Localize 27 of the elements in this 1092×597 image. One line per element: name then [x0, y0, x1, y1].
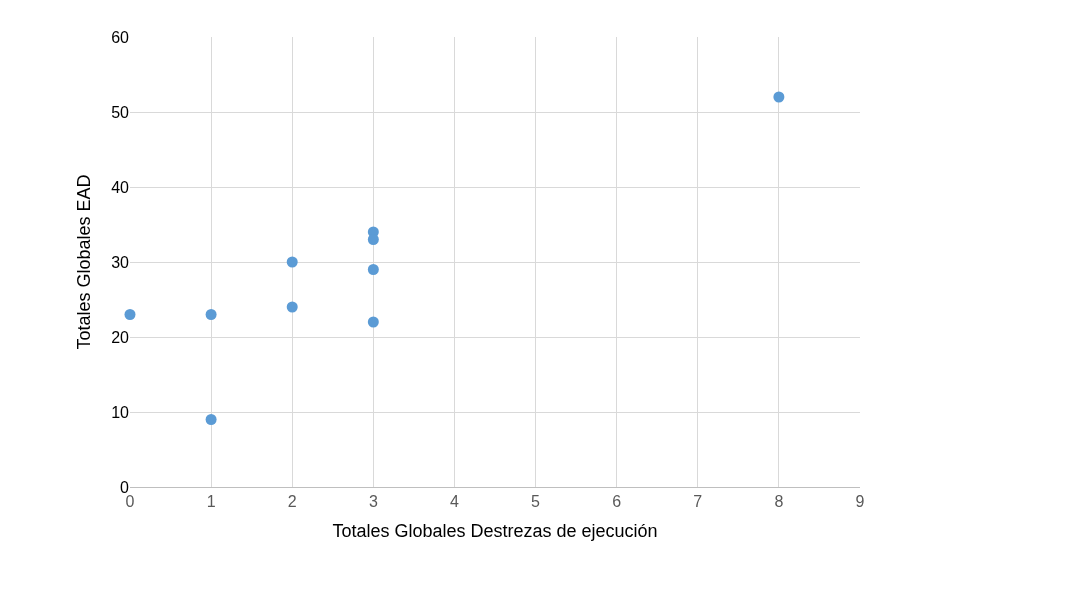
x-tick-label: 7 [693, 493, 703, 511]
point [367, 234, 379, 245]
y-tick-label: 30 [111, 253, 130, 271]
y-tick-label: 50 [111, 103, 130, 121]
point [286, 256, 298, 268]
point [773, 91, 785, 103]
x-tick-label: 8 [774, 493, 784, 511]
y-axis-title: Totales Globales EAD [74, 174, 95, 350]
x-tick-label: 9 [855, 493, 865, 511]
x-tick-label: 2 [287, 493, 297, 511]
y-tick-label: 40 [111, 178, 130, 196]
x-tick-label: 4 [449, 493, 459, 511]
point [367, 264, 379, 275]
x-tick-label: 5 [531, 493, 541, 511]
x-tick-label: 6 [612, 493, 622, 511]
point [205, 309, 217, 320]
point [367, 316, 379, 328]
point [205, 414, 217, 425]
point [286, 301, 298, 313]
y-tick-label: 10 [111, 403, 130, 421]
y-tick-label: 0 [120, 478, 130, 496]
x-tick-label: 3 [368, 493, 378, 511]
point [124, 309, 136, 320]
x-axis-title: Totales Globales Destrezas de ejecución [332, 521, 658, 542]
y-tick-label: 60 [111, 28, 130, 46]
y-tick-label: 20 [111, 328, 130, 346]
x-tick-label: 1 [206, 493, 216, 511]
